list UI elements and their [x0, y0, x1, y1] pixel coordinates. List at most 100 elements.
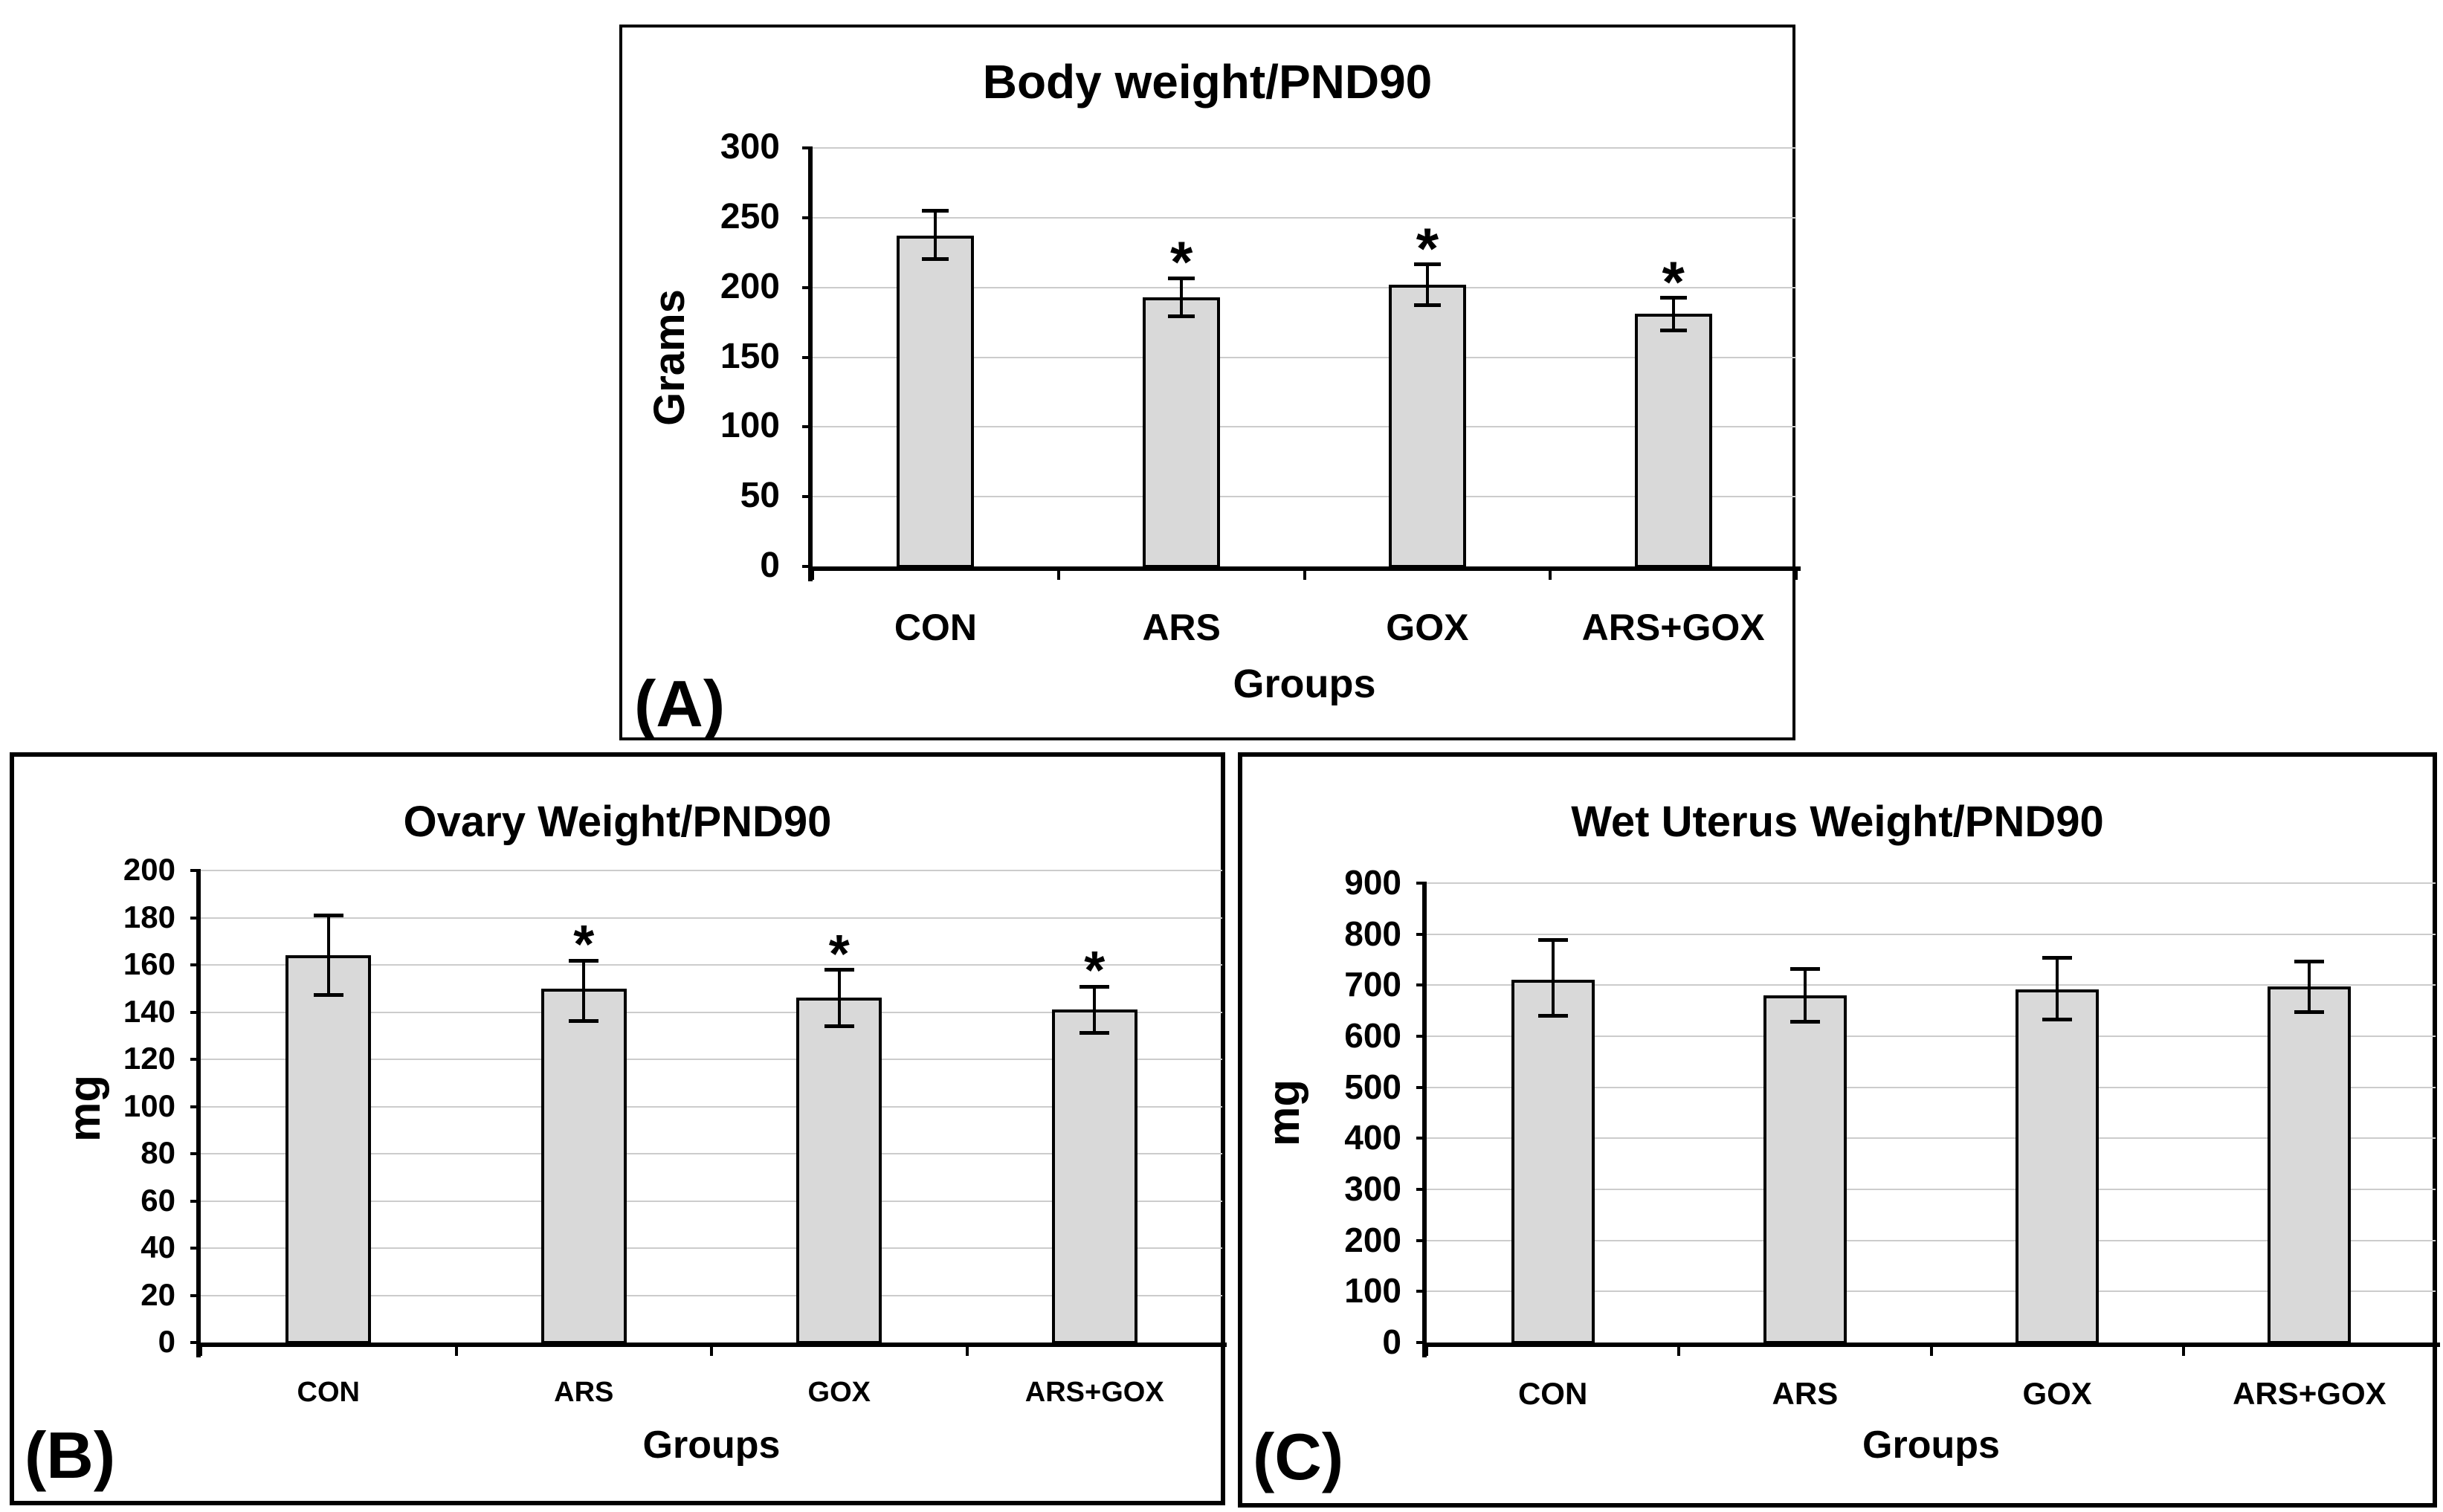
y-axis-tick — [190, 1152, 201, 1155]
y-axis-tick — [1416, 983, 1427, 987]
error-bar-cap — [313, 993, 343, 998]
y-tick-label: 0 — [760, 546, 780, 586]
gridline — [201, 870, 1222, 871]
x-axis-tick — [710, 1343, 713, 1356]
error-bar-cap — [1790, 966, 1820, 971]
significance-asterisk: * — [1416, 215, 1439, 281]
error-bar-cap — [2294, 1010, 2325, 1015]
gridline — [201, 1059, 1222, 1060]
y-axis-tick — [190, 869, 201, 872]
x-axis-tick — [454, 1343, 458, 1356]
x-axis-tick — [2434, 1343, 2437, 1356]
gridline — [1427, 1189, 2436, 1190]
plot-area: 0 50 100 150 200 250 300 CON * ARS * GOX * ARS+GOX — [720, 129, 1801, 646]
x-axis-tick — [1425, 1343, 1428, 1356]
error-bar-cap — [313, 914, 343, 918]
y-tick-label: 150 — [720, 336, 780, 376]
gridline — [813, 286, 1796, 288]
error-bar-line — [934, 210, 937, 260]
error-bar-cap — [569, 1019, 599, 1024]
gridline — [1427, 933, 2436, 935]
y-tick-label: 300 — [1344, 1169, 1401, 1209]
x-axis-title: Groups — [1862, 1424, 2000, 1467]
bar — [1763, 995, 1847, 1344]
x-axis-tick — [1303, 566, 1306, 580]
y-axis-tick — [802, 146, 813, 149]
y-axis-tick — [190, 1199, 201, 1203]
x-axis-tick — [2181, 1343, 2185, 1356]
y-axis-tick — [1416, 932, 1427, 936]
error-bar-line — [1671, 297, 1675, 331]
y-axis-tick — [802, 216, 813, 219]
y-axis-tick — [802, 495, 813, 499]
y-tick-label: 900 — [1344, 863, 1401, 902]
gridline — [813, 426, 1796, 428]
x-category-label: ARS — [554, 1377, 614, 1408]
y-tick-label: 400 — [1344, 1118, 1401, 1157]
x-category-label: GOX — [1386, 607, 1469, 648]
panel-uterus-weight: Wet Uterus Weight/PND90 mg 0 100 200 300 400… — [1238, 752, 2440, 1508]
error-bar-cap — [1790, 1019, 1820, 1024]
error-bar-cap — [922, 209, 949, 213]
gridline — [813, 496, 1796, 498]
y-tick-label: 0 — [158, 1324, 175, 1360]
x-axis-tick — [1929, 1343, 1933, 1356]
y-axis-line — [808, 148, 813, 581]
error-bar-line — [326, 915, 330, 996]
error-bar-cap — [922, 257, 949, 262]
y-tick-label: 60 — [141, 1182, 175, 1218]
x-axis-tick — [199, 1343, 202, 1356]
y-tick-label: 160 — [123, 946, 175, 982]
error-bar-cap — [1168, 276, 1195, 280]
gridline — [1427, 1290, 2436, 1293]
error-bar-cap — [1413, 303, 1441, 308]
x-axis-title: Groups — [642, 1424, 781, 1467]
x-category-label: ARS — [1142, 607, 1221, 648]
error-bar-cap — [824, 1024, 854, 1028]
plot-area: 0 20 40 60 80 100 120 140 160 180 200 CON * ARS * GOX * A… — [123, 854, 1227, 1406]
error-bar-cap — [1659, 328, 1687, 332]
significance-asterisk: * — [1084, 940, 1106, 1001]
gridline — [1427, 882, 2436, 884]
x-category-label: ARS+GOX — [1581, 607, 1765, 648]
error-bar-cap — [2042, 1018, 2073, 1022]
error-bar-cap — [1537, 1013, 1568, 1018]
error-bar-cap — [2294, 960, 2325, 964]
y-axis-tick — [1416, 1188, 1427, 1191]
bar — [1143, 297, 1221, 568]
y-axis-tick — [802, 425, 813, 429]
y-axis-tick — [802, 285, 813, 289]
significance-asterisk: * — [828, 924, 850, 984]
error-bar-line — [1425, 263, 1429, 306]
x-axis-tick — [1056, 566, 1060, 580]
y-axis-tick — [190, 916, 201, 920]
y-tick-label: 500 — [1344, 1067, 1401, 1106]
y-tick-label: 120 — [123, 1041, 175, 1076]
gridline — [201, 1011, 1222, 1013]
significance-asterisk: * — [573, 914, 595, 975]
chart-title: Wet Uterus Weight/PND90 — [1571, 798, 2104, 846]
y-tick-label: 300 — [720, 127, 780, 167]
x-axis-tick — [811, 566, 814, 580]
y-axis-tick — [1416, 1035, 1427, 1038]
y-axis-tick — [1416, 1290, 1427, 1293]
bar — [1511, 980, 1595, 1344]
gridline — [1427, 1137, 2436, 1140]
panel-ovary-weight: Ovary Weight/PND90 mg 0 20 40 60 80 100 120 140… — [10, 752, 1227, 1505]
y-axis-tick — [190, 1010, 201, 1014]
error-bar-line — [1803, 968, 1807, 1022]
gridline — [201, 1200, 1222, 1202]
y-tick-label: 140 — [123, 993, 175, 1029]
gridline — [201, 1247, 1222, 1249]
x-category-label: CON — [894, 607, 977, 648]
y-axis-line — [1422, 883, 1427, 1357]
y-tick-label: 100 — [720, 406, 780, 446]
x-category-label: CON — [1517, 1376, 1588, 1411]
gridline — [1427, 1036, 2436, 1037]
error-bar-cap — [1537, 937, 1568, 942]
plot-area: 0 100 200 300 400 500 600 700 800 900 CON ARS GOX ARS… — [1344, 865, 2440, 1409]
y-tick-label: 600 — [1344, 1016, 1401, 1056]
bar — [285, 955, 372, 1344]
x-axis-tick — [1677, 1343, 1681, 1356]
y-tick-label: 80 — [141, 1135, 175, 1171]
